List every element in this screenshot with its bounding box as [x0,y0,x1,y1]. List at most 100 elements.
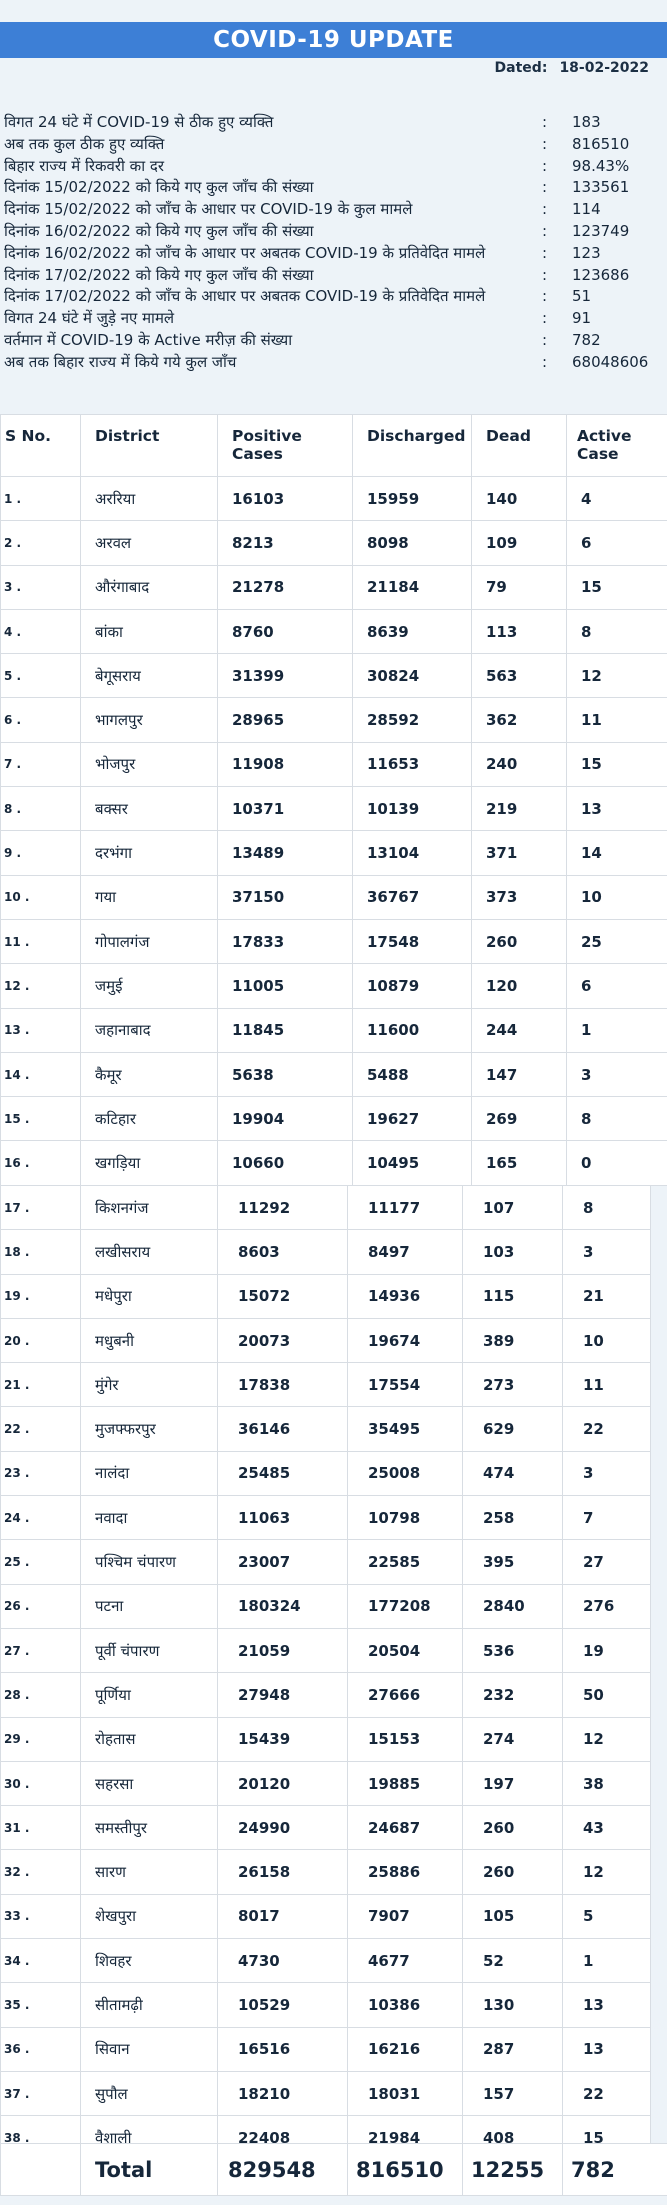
summary-value: 51 [572,287,592,306]
cell-active: 8 [566,1096,667,1142]
total-sno [0,2143,81,2196]
cell-sno: 21 . [0,1362,81,1408]
cell-dead: 260 [471,918,567,965]
summary-row: अब तक कुल ठीक हुए व्यक्ति: 816510 [4,134,664,156]
cell-dead: 2840 [462,1583,563,1629]
cell-positive: 20120 [217,1760,348,1807]
cell-discharged: 11177 [347,1184,463,1231]
cell-positive: 37150 [217,874,353,920]
cell-discharged: 10798 [347,1495,463,1541]
cell-district: सहरसा [80,1760,218,1807]
cell-positive: 36146 [217,1406,348,1452]
cell-sno: 6 . [0,697,81,743]
table-row: 16 . खगड़िया 10660 10495 165 0 [0,1140,667,1186]
cell-positive: 11908 [217,741,353,788]
table-row: 28 . पूर्णिया 27948 27666 232 50 [0,1672,651,1718]
cell-dead: 273 [462,1362,563,1408]
cell-discharged: 17548 [352,918,472,965]
cell-active: 43 [562,1805,651,1851]
cell-district: गोपालगंज [80,918,218,965]
cell-sno: 7 . [0,741,81,788]
cell-positive: 180324 [217,1583,348,1629]
cell-district: अररिया [80,475,218,522]
table-row: 23 . नालंदा 25485 25008 474 3 [0,1450,651,1497]
cell-sno: 19 . [0,1273,81,1319]
header-active-line2: Case [577,445,619,463]
summary-label: दिनांक 17/02/2022 को जाँच के आधार पर अबत… [4,287,486,306]
table-row: 19 . मधेपुरा 15072 14936 115 21 [0,1273,651,1319]
cell-discharged: 11600 [352,1007,472,1053]
cell-dead: 109 [471,520,567,566]
cell-district: मधुबनी [80,1317,218,1364]
summary-value: 123 [572,243,601,262]
table-row: 9 . दरभंगा 13489 13104 371 14 [0,830,667,876]
cell-positive: 20073 [217,1317,348,1364]
table-row: 8 . बक्सर 10371 10139 219 13 [0,786,667,832]
cell-active: 1 [562,1938,651,1984]
header-sno: S No. [0,414,81,477]
summary-value: 91 [572,309,592,328]
table-row: 1 . अररिया 16103 15959 140 4 [0,475,667,522]
cell-dead: 79 [471,564,567,610]
cell-discharged: 10139 [352,786,472,832]
cell-discharged: 27666 [347,1672,463,1718]
cell-discharged: 14936 [347,1273,463,1319]
summary-colon: : [542,243,548,262]
cell-active: 8 [562,1184,651,1231]
cell-positive: 4730 [217,1938,348,1984]
cell-district: पश्चिम चंपारण [80,1539,218,1585]
table-row: 11 . गोपालगंज 17833 17548 260 25 [0,918,667,965]
cell-positive: 8603 [217,1229,348,1275]
district-table-continued: 17 . किशनगंज 11292 11177 107 8 18 . लखीसराय 8603… [0,1184,651,2161]
cell-active: 11 [566,697,667,743]
cell-active: 8 [566,608,667,655]
cell-positive: 21278 [217,564,353,610]
cell-discharged: 16216 [347,2026,463,2072]
cell-positive: 28965 [217,697,353,743]
summary-value: 123749 [572,221,630,240]
table-row: 2 . अरवल 8213 8098 109 6 [0,520,667,566]
cell-district: मुजफ्फरपुर [80,1406,218,1452]
cell-dead: 165 [471,1140,567,1186]
cell-dead: 113 [471,608,567,655]
cell-active: 13 [562,1982,651,2028]
cell-district: बांका [80,608,218,655]
cell-sno: 13 . [0,1007,81,1053]
summary-value: 98.43% [572,156,630,175]
summary-row: विगत 24 घंटे में जुड़े नए मामले: 91 [4,308,664,330]
header-active: Active Case [566,414,667,477]
summary-value: 114 [572,200,601,219]
cell-active: 10 [562,1317,651,1364]
cell-active: 10 [566,874,667,920]
table-row: 18 . लखीसराय 8603 8497 103 3 [0,1229,651,1275]
summary-label: अब तक कुल ठीक हुए व्यक्ति [4,134,165,153]
table-row: 5 . बेगूसराय 31399 30824 563 12 [0,653,667,699]
table-row: 27 . पूर्वी चंपारण 21059 20504 536 19 [0,1627,651,1674]
cell-district: नवादा [80,1495,218,1541]
cell-dead: 120 [471,963,567,1009]
table-row: 24 . नवादा 11063 10798 258 7 [0,1495,651,1541]
cell-discharged: 19674 [347,1317,463,1364]
cell-discharged: 8639 [352,608,472,655]
summary-row: दिनांक 15/02/2022 को जाँच के आधार पर COV… [4,199,664,221]
cell-discharged: 30824 [352,653,472,699]
cell-district: मुंगेर [80,1362,218,1408]
table-row: 36 . सिवान 16516 16216 287 13 [0,2026,651,2072]
cell-discharged: 10386 [347,1982,463,2028]
cell-discharged: 5488 [352,1051,472,1098]
cell-sno: 2 . [0,520,81,566]
cell-active: 11 [562,1362,651,1408]
cell-positive: 10660 [217,1140,353,1186]
cell-active: 276 [562,1583,651,1629]
cell-discharged: 25886 [347,1849,463,1895]
table-row: 4 . बांका 8760 8639 113 8 [0,608,667,655]
cell-discharged: 10879 [352,963,472,1009]
cell-sno: 24 . [0,1495,81,1541]
summary-label: बिहार राज्य में रिकवरी का दर [4,156,164,175]
cell-active: 13 [566,786,667,832]
district-table: S No. District Positive Cases Discharged… [0,414,667,1186]
cell-positive: 8017 [217,1893,348,1940]
table-row: 29 . रोहतास 15439 15153 274 12 [0,1716,651,1762]
cell-dead: 269 [471,1096,567,1142]
header-positive: Positive Cases [217,414,353,477]
